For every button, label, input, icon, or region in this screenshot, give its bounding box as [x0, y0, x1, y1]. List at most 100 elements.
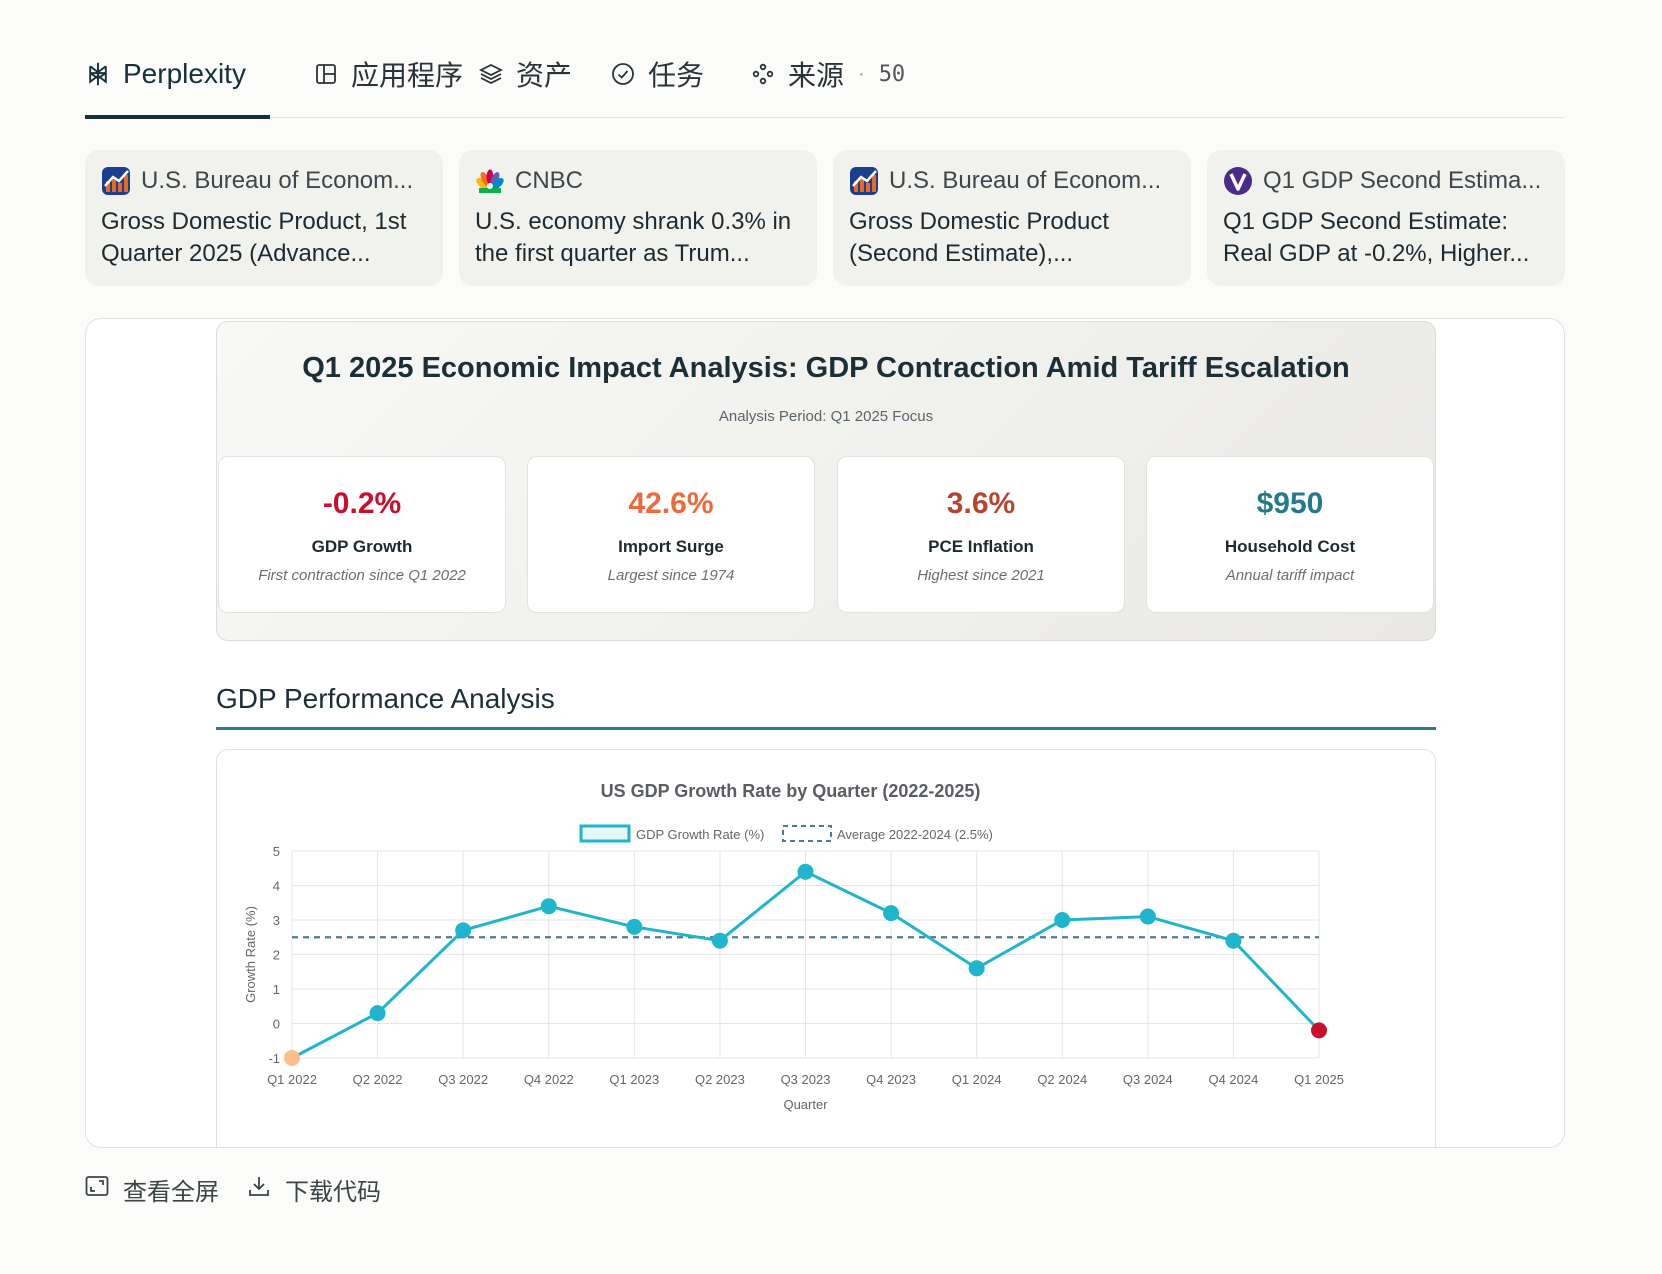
hero-panel: Q1 2025 Economic Impact Analysis: GDP Co… [216, 321, 1436, 641]
y-tick-label: 4 [273, 879, 280, 894]
kpi-label: PCE Inflation [928, 537, 1034, 556]
chart-title: US GDP Growth Rate by Quarter (2022-2025… [601, 781, 981, 801]
kpi-value: $950 [1256, 487, 1324, 520]
x-tick-label: Q1 2022 [267, 1072, 317, 1087]
data-point [1139, 908, 1156, 925]
check-circle-icon [610, 61, 636, 87]
legend-swatch-gdp [579, 824, 631, 843]
source-title: Gross Domestic Product, 1st Quarter 2025… [101, 208, 407, 267]
gdp-line-chart: US GDP Growth Rate by Quarter (2022-2025… [243, 781, 1344, 1112]
source-site: U.S. Bureau of Econom... [141, 167, 414, 194]
kpi-value: 3.6% [946, 487, 1016, 520]
source-card[interactable]: U.S. Bureau of Econom... Gross Domestic … [833, 150, 1191, 286]
x-tick-label: Q1 2025 [1294, 1072, 1344, 1087]
y-tick-label: 2 [273, 948, 280, 963]
tab-label: 资产 [516, 60, 573, 91]
tab-label: 来源 [788, 60, 845, 91]
legend-label-average: Average 2022-2024 (2.5%) [837, 827, 993, 842]
x-axis-label: Quarter [783, 1097, 828, 1112]
data-point [968, 960, 985, 977]
kpi-card: $950 Household Cost Annual tariff impact [1146, 456, 1434, 613]
kpi-value: 42.6% [628, 487, 714, 520]
tab-label: 任务 [648, 60, 705, 91]
x-tick-label: Q2 2022 [353, 1072, 403, 1087]
source-site: Q1 GDP Second Estima... [1263, 167, 1542, 194]
kpi-card: 3.6% PCE Inflation Highest since 2021 [837, 456, 1125, 613]
data-point [284, 1050, 300, 1066]
fullscreen-icon [85, 1175, 109, 1204]
kpi-description: Largest since 1974 [607, 567, 735, 584]
legend-swatch-average [782, 825, 832, 842]
artifact-preview: Q1 2025 Economic Impact Analysis: GDP Co… [85, 318, 1565, 1148]
bea-icon [850, 167, 878, 195]
tab-sources[interactable]: 来源 · 50 [750, 30, 905, 118]
y-tick-label: 0 [273, 1017, 280, 1032]
x-tick-label: Q3 2024 [1123, 1072, 1173, 1087]
source-card[interactable]: Q1 GDP Second Estima... Q1 GDP Second Es… [1207, 150, 1565, 286]
perplexity-logo-icon [85, 61, 111, 87]
sources-icon [750, 61, 776, 87]
y-tick-label: 3 [273, 913, 280, 928]
source-site: U.S. Bureau of Econom... [889, 167, 1162, 194]
app-icon [313, 61, 339, 87]
kpi-label: GDP Growth [311, 537, 413, 556]
x-tick-label: Q1 2023 [609, 1072, 659, 1087]
x-tick-label: Q3 2022 [438, 1072, 488, 1087]
x-tick-label: Q2 2024 [1037, 1072, 1087, 1087]
data-point [711, 932, 728, 949]
data-point [797, 863, 814, 880]
x-tick-label: Q1 2024 [952, 1072, 1002, 1087]
y-tick-label: 5 [273, 844, 280, 859]
tab-bar: Perplexity 应用程序 资产 任务 来 [85, 30, 1565, 119]
kpi-label: Household Cost [1224, 537, 1356, 556]
data-point [1311, 1022, 1327, 1039]
source-card[interactable]: U.S. Bureau of Econom... Gross Domestic … [85, 150, 443, 286]
v-icon [1224, 167, 1252, 195]
y-tick-label: 1 [273, 982, 280, 997]
source-title: Gross Domestic Product (Second Estimate)… [849, 208, 1110, 267]
x-tick-label: Q4 2024 [1208, 1072, 1258, 1087]
source-title: Q1 GDP Second Estimate: Real GDP at -0.2… [1223, 208, 1530, 267]
tab-apps[interactable]: 应用程序 [313, 30, 463, 118]
source-site: CNBC [515, 167, 584, 194]
fullscreen-button[interactable]: 查看全屏 [85, 1172, 219, 1207]
kpi-value: -0.2% [322, 487, 402, 520]
separator-dot: · [858, 62, 865, 85]
data-point [883, 905, 900, 922]
tab-assets[interactable]: 资产 [478, 30, 572, 118]
source-cards: U.S. Bureau of Econom... Gross Domestic … [85, 150, 1565, 286]
download-label: 下载代码 [285, 1179, 381, 1206]
data-point [455, 922, 472, 939]
kpi-description: Highest since 2021 [917, 567, 1045, 584]
kpi-card: 42.6% Import Surge Largest since 1974 [527, 456, 815, 613]
data-point [1054, 912, 1071, 928]
tab-tasks[interactable]: 任务 [610, 30, 704, 118]
download-code-button[interactable]: 下载代码 [247, 1172, 381, 1207]
source-card[interactable]: CNBC U.S. economy shrank 0.3% in the fir… [459, 150, 817, 286]
cnbc-icon [476, 169, 504, 193]
bea-icon [102, 167, 130, 195]
x-tick-label: Q4 2023 [866, 1072, 916, 1087]
section-divider [216, 727, 1436, 730]
layers-icon [478, 61, 504, 87]
active-tab-indicator [85, 115, 270, 119]
y-tick-label: -1 [268, 1051, 280, 1066]
tab-perplexity[interactable]: Perplexity [85, 30, 270, 119]
gdp-chart-card: US GDP Growth Rate by Quarter (2022-2025… [216, 749, 1436, 1147]
data-point [1225, 932, 1242, 949]
fullscreen-label: 查看全屏 [123, 1179, 219, 1206]
y-axis-label: Growth Rate (%) [243, 906, 258, 1003]
kpi-description: Annual tariff impact [1225, 567, 1355, 584]
page-title: Q1 2025 Economic Impact Analysis: GDP Co… [302, 352, 1350, 384]
data-point [369, 1005, 386, 1022]
tab-label: 应用程序 [351, 60, 464, 91]
data-point [540, 898, 557, 915]
source-title: U.S. economy shrank 0.3% in the first qu… [475, 208, 792, 267]
sources-count: 50 [878, 61, 906, 87]
page-subtitle: Analysis Period: Q1 2025 Focus [718, 408, 934, 425]
kpi-card: -0.2% GDP Growth First contraction since… [218, 456, 506, 613]
download-icon [247, 1174, 271, 1205]
data-point [626, 918, 643, 935]
artifact-actions: 查看全屏 下载代码 [85, 1172, 381, 1207]
legend-label-gdp: GDP Growth Rate (%) [636, 827, 764, 842]
